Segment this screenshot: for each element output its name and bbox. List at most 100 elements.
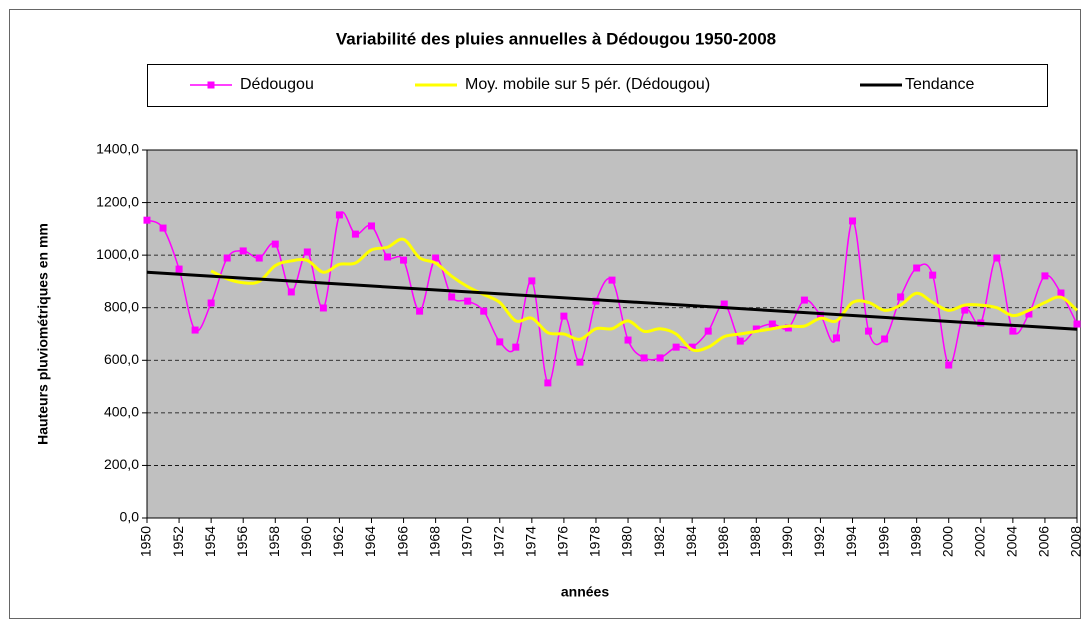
data-point	[416, 307, 424, 315]
data-point	[367, 222, 375, 230]
data-point	[319, 304, 327, 312]
data-point	[384, 253, 392, 261]
data-point	[656, 354, 664, 362]
data-point	[143, 216, 151, 224]
data-point	[768, 320, 776, 328]
x-tick-label: 1994	[843, 526, 859, 557]
x-tick-label: 2004	[1004, 526, 1020, 557]
data-point	[1073, 320, 1081, 328]
x-tick-label: 1954	[202, 526, 218, 557]
data-point	[400, 256, 408, 264]
data-point	[929, 271, 937, 279]
x-tick-label: 2002	[971, 526, 987, 557]
data-point	[832, 334, 840, 342]
data-point	[287, 288, 295, 296]
data-point	[1041, 272, 1049, 280]
data-point	[640, 354, 648, 362]
y-tick-label: 600,0	[104, 351, 139, 367]
plot-area	[147, 150, 1077, 518]
plot-border	[146, 149, 1078, 519]
x-tick-label: 2006	[1036, 526, 1052, 557]
data-point	[1025, 310, 1033, 318]
data-point	[1057, 289, 1065, 297]
y-tick-label: 400,0	[104, 404, 139, 420]
data-point	[271, 240, 279, 248]
data-point	[560, 312, 568, 320]
data-point	[672, 343, 680, 351]
data-point	[239, 247, 247, 255]
y-tick-label: 800,0	[104, 298, 139, 314]
legend-label: Dédougou	[240, 76, 314, 93]
data-point	[736, 337, 744, 345]
data-point	[704, 327, 712, 335]
data-point	[448, 293, 456, 301]
legend-marker	[207, 81, 215, 89]
data-point	[624, 336, 632, 344]
x-tick-label: 1984	[683, 526, 699, 557]
x-tick-label: 1970	[458, 526, 474, 557]
data-point	[961, 306, 969, 314]
data-point	[432, 254, 440, 262]
data-point	[303, 248, 311, 256]
data-point	[480, 307, 488, 315]
x-tick-label: 1958	[266, 526, 282, 557]
x-tick-label: 1990	[779, 526, 795, 557]
x-tick-label: 1998	[907, 526, 923, 557]
data-point	[464, 297, 472, 305]
data-point	[1009, 327, 1017, 335]
data-point	[720, 300, 728, 308]
data-point	[159, 224, 167, 232]
x-tick-label: 1968	[426, 526, 442, 557]
data-point	[576, 358, 584, 366]
y-tick-label: 0,0	[120, 509, 140, 525]
x-tick-label: 1996	[875, 526, 891, 557]
data-point	[528, 277, 536, 285]
data-point	[816, 311, 824, 319]
y-tick-label: 1000,0	[96, 246, 139, 262]
x-tick-label: 1974	[523, 526, 539, 557]
data-point	[800, 296, 808, 304]
data-point	[175, 265, 183, 273]
legend-label: Tendance	[905, 76, 974, 93]
x-tick-label: 1956	[234, 526, 250, 557]
x-tick-label: 1960	[298, 526, 314, 557]
y-tick-label: 200,0	[104, 456, 139, 472]
x-tick-label: 1972	[490, 526, 506, 557]
series-line	[210, 237, 1079, 353]
x-tick-label: 1962	[330, 526, 346, 557]
x-tick-label: 1992	[811, 526, 827, 557]
x-tick-label: 1966	[394, 526, 410, 557]
y-tick-label: 1400,0	[96, 141, 139, 157]
data-point	[784, 324, 792, 332]
x-tick-label: 1980	[619, 526, 635, 557]
data-point	[608, 276, 616, 284]
chart-title: Variabilité des pluies annuelles à Dédou…	[336, 29, 776, 48]
x-tick-label: 2008	[1068, 526, 1083, 557]
data-point	[752, 325, 760, 333]
data-point	[881, 335, 889, 343]
data-point	[849, 217, 857, 225]
data-point	[351, 230, 359, 238]
data-point	[913, 264, 921, 272]
data-point	[897, 293, 905, 301]
data-point	[191, 326, 199, 334]
series-line	[146, 270, 1078, 331]
data-point	[335, 211, 343, 219]
data-point	[865, 327, 873, 335]
x-tick-label: 1982	[651, 526, 667, 557]
data-point	[993, 254, 1001, 262]
x-tick-label: 1964	[362, 526, 378, 557]
data-point	[496, 338, 504, 346]
x-tick-label: 1986	[715, 526, 731, 557]
data-point	[223, 254, 231, 262]
x-axis-label: années	[561, 584, 609, 600]
data-point	[512, 343, 520, 351]
x-tick-label: 1978	[587, 526, 603, 557]
data-point	[255, 254, 263, 262]
y-tick-label: 1200,0	[96, 193, 139, 209]
data-point	[207, 299, 215, 307]
x-tick-label: 2000	[939, 526, 955, 557]
x-tick-label: 1952	[170, 526, 186, 557]
